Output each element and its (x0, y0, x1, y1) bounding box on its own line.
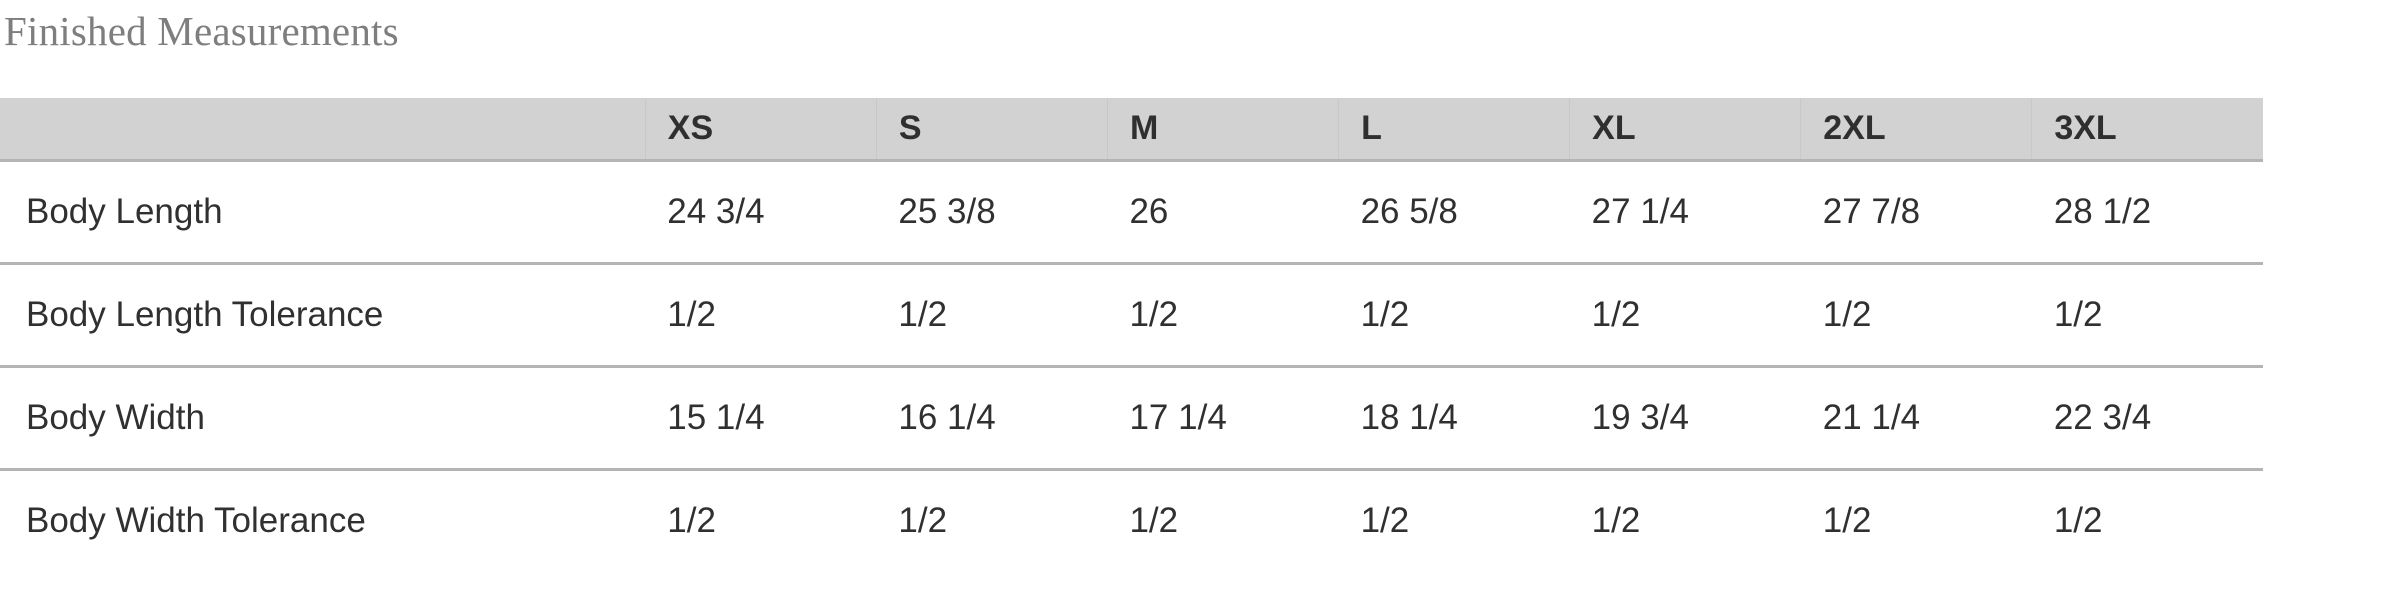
header-cell-3xl: 3XL (2031, 98, 2263, 162)
cell-body-length-tolerance-s: 1/2 (876, 263, 1108, 368)
row-label-body-width-tolerance: Body Width Tolerance (0, 469, 646, 572)
header-cell-2xl: 2XL (1800, 98, 2033, 162)
header-cell-m: M (1107, 98, 1340, 162)
cell-body-length-xs: 24 3/4 (645, 160, 877, 265)
header-row: XS S M L XL 2XL 3XL (0, 98, 2263, 162)
cell-body-length-3xl: 28 1/2 (2031, 160, 2263, 265)
cell-body-length-m: 26 (1107, 160, 1339, 265)
cell-body-width-tolerance-2xl: 1/2 (1800, 469, 2032, 572)
cell-body-width-tolerance-3xl: 1/2 (2031, 469, 2263, 572)
cell-body-length-tolerance-3xl: 1/2 (2031, 263, 2263, 368)
cell-body-width-tolerance-m: 1/2 (1107, 469, 1339, 572)
header-cell-xs: XS (645, 98, 877, 162)
table-row: Body Length Tolerance 1/2 1/2 1/2 1/2 1/… (0, 263, 2263, 368)
cell-body-width-tolerance-xs: 1/2 (645, 469, 877, 572)
cell-body-width-tolerance-xl: 1/2 (1569, 469, 1801, 572)
cell-body-length-tolerance-2xl: 1/2 (1800, 263, 2032, 368)
cell-body-width-xs: 15 1/4 (645, 366, 877, 471)
page-title: Finished Measurements (4, 8, 399, 54)
cell-body-width-s: 16 1/4 (876, 366, 1108, 471)
cell-body-width-tolerance-l: 1/2 (1338, 469, 1570, 572)
cell-body-length-tolerance-l: 1/2 (1338, 263, 1570, 368)
cell-body-width-tolerance-s: 1/2 (876, 469, 1108, 572)
cell-body-length-tolerance-xl: 1/2 (1569, 263, 1801, 368)
cell-body-length-tolerance-xs: 1/2 (645, 263, 877, 368)
cell-body-width-m: 17 1/4 (1107, 366, 1339, 471)
cell-body-width-l: 18 1/4 (1338, 366, 1570, 471)
row-label-body-length: Body Length (0, 160, 646, 265)
cell-body-width-3xl: 22 3/4 (2031, 366, 2263, 471)
header-cell-measurement (0, 98, 646, 162)
table-row: Body Length 24 3/4 25 3/8 26 26 5/8 27 1… (0, 160, 2263, 265)
table-body: Body Length 24 3/4 25 3/8 26 26 5/8 27 1… (0, 160, 2263, 572)
table-row: Body Width Tolerance 1/2 1/2 1/2 1/2 1/2… (0, 469, 2263, 572)
table-row: Body Width 15 1/4 16 1/4 17 1/4 18 1/4 1… (0, 366, 2263, 471)
header-cell-l: L (1338, 98, 1571, 162)
row-label-body-length-tolerance: Body Length Tolerance (0, 263, 646, 368)
cell-body-length-2xl: 27 7/8 (1800, 160, 2032, 265)
cell-body-length-s: 25 3/8 (876, 160, 1108, 265)
table-header: XS S M L XL 2XL 3XL (0, 98, 2263, 162)
finished-measurements-table: XS S M L XL 2XL 3XL Body Length 24 3/4 2… (0, 98, 2263, 572)
cell-body-length-tolerance-m: 1/2 (1107, 263, 1339, 368)
cell-body-length-xl: 27 1/4 (1569, 160, 1801, 265)
header-cell-s: S (876, 98, 1108, 162)
cell-body-width-xl: 19 3/4 (1569, 366, 1801, 471)
row-label-body-width: Body Width (0, 366, 646, 471)
header-cell-xl: XL (1569, 98, 1802, 162)
cell-body-width-2xl: 21 1/4 (1800, 366, 2032, 471)
cell-body-length-l: 26 5/8 (1338, 160, 1570, 265)
